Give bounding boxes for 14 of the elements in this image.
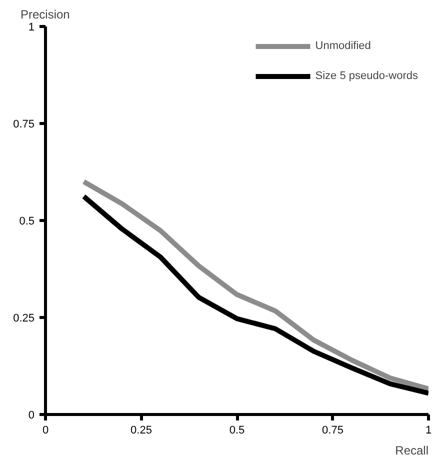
x-axis-title: Recall	[395, 444, 429, 458]
legend-label: Size 5 pseudo-words	[315, 70, 418, 82]
x-tick-label: 0	[42, 424, 49, 436]
x-tick-label: 0.25	[130, 424, 152, 436]
y-tick-label: 0.75	[13, 118, 35, 130]
x-tick-label: 0.75	[322, 424, 344, 436]
y-tick-label: 0	[28, 410, 35, 422]
y-tick-label: 0.25	[13, 312, 35, 324]
x-tick-label: 0.5	[229, 424, 245, 436]
y-axis-title: Precision	[20, 8, 70, 22]
legend-label: Unmodified	[315, 40, 371, 52]
y-tick-label: 1	[28, 22, 35, 34]
x-tick-label: 1	[425, 424, 432, 436]
y-tick-label: 0.5	[19, 216, 35, 228]
